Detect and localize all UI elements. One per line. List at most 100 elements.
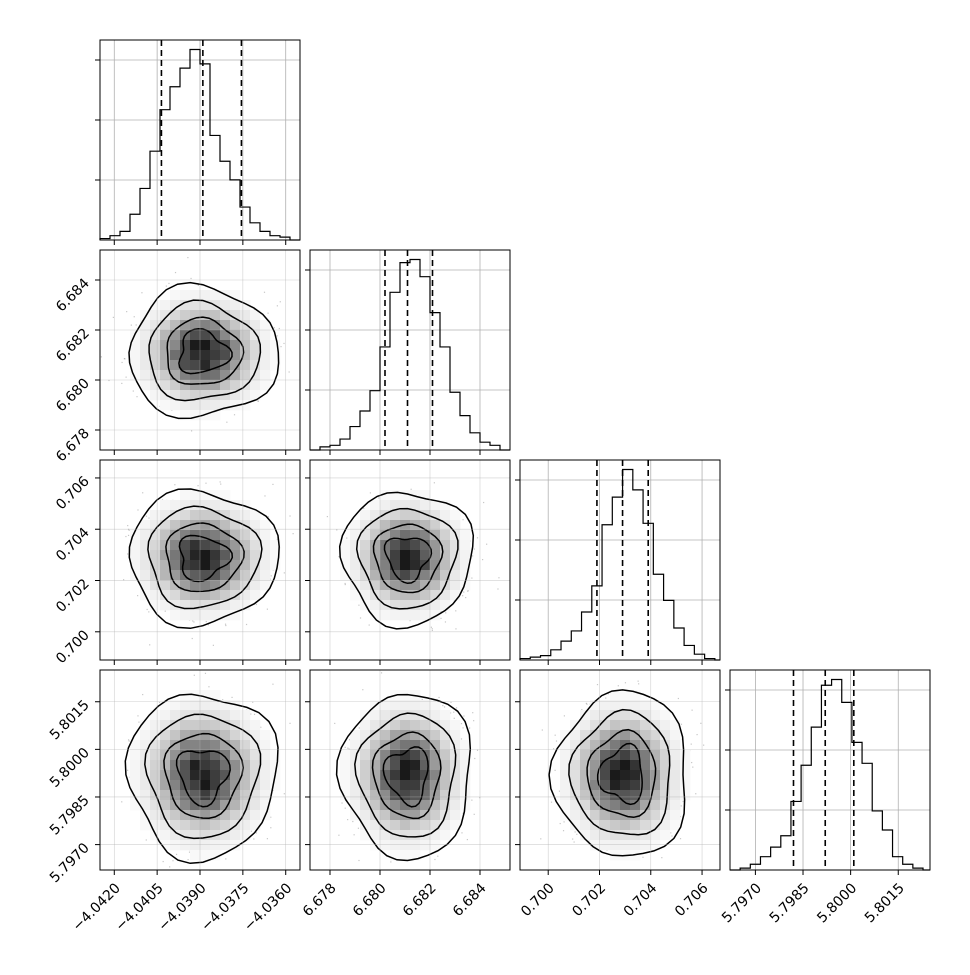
sample-point (166, 285, 167, 286)
sample-point (284, 572, 285, 573)
density-cell (160, 340, 170, 350)
density-cell (150, 590, 160, 600)
sample-point (121, 383, 122, 384)
density-cell (180, 340, 190, 350)
density-cell (160, 300, 170, 310)
density-cell (160, 390, 170, 400)
density-cell (210, 400, 220, 410)
histogram-panel-1 (95, 40, 300, 240)
sample-point (274, 327, 275, 328)
density-cell (200, 560, 210, 570)
density-cell (250, 540, 260, 550)
sample-point (264, 292, 265, 293)
sample-point (267, 609, 268, 610)
density-cell (210, 350, 220, 360)
density-cell (250, 380, 260, 390)
density-cell (240, 390, 250, 400)
density-cell (190, 370, 200, 380)
panel-content (100, 460, 320, 660)
density-cell (180, 380, 190, 390)
panel-content (100, 250, 300, 450)
density-cell (240, 510, 250, 520)
density-cell (160, 400, 170, 410)
density-cell (220, 320, 230, 330)
sample-point (220, 483, 221, 484)
sample-point (113, 317, 114, 318)
density-cell (260, 360, 270, 370)
sample-point (289, 515, 290, 516)
density-cell (140, 570, 150, 580)
density-panel-3-2 (310, 441, 510, 660)
density-cell (240, 310, 250, 320)
sample-point (128, 535, 129, 536)
density-cell (190, 290, 200, 300)
sample-point (193, 621, 194, 622)
density-cell (200, 340, 210, 350)
density-cell (200, 550, 210, 560)
density-cell (160, 380, 170, 390)
density-cell (190, 570, 200, 580)
density-cell (240, 370, 250, 380)
density-cell (210, 550, 220, 560)
sample-point (462, 595, 463, 596)
sample-point (272, 484, 273, 485)
density-cell (140, 370, 150, 380)
sample-point (205, 483, 206, 484)
density-cell (190, 560, 200, 570)
density-cell (150, 340, 160, 350)
sample-point (127, 525, 128, 526)
density-cell (160, 540, 170, 550)
sample-point (431, 627, 432, 628)
density-cell (190, 500, 200, 510)
density-cell (160, 500, 170, 510)
density-cell (230, 370, 240, 380)
density-cell (170, 560, 180, 570)
sample-point (197, 485, 198, 486)
sample-point (277, 335, 278, 336)
sample-point (165, 611, 166, 612)
sample-point (148, 611, 149, 612)
sample-point (345, 583, 346, 584)
density-panel-2-1 (100, 250, 300, 450)
density-cell (200, 380, 210, 390)
density-cell (260, 560, 270, 570)
density-cell (170, 550, 180, 560)
histogram-panel-3 (515, 460, 720, 660)
density-cell (260, 570, 270, 580)
density-cell (240, 550, 250, 560)
density-cell (170, 610, 180, 620)
density-cell (180, 540, 190, 550)
sample-point (234, 414, 235, 415)
density-cell (210, 370, 220, 380)
sample-point (471, 577, 472, 578)
density-cell (220, 520, 230, 530)
density-cell (160, 520, 170, 530)
sample-point (225, 624, 226, 625)
density-cell (140, 530, 150, 540)
density-cell (200, 360, 210, 370)
density-cell (140, 320, 150, 330)
sample-point (192, 620, 193, 621)
density-cell (220, 350, 230, 360)
sample-point (279, 328, 280, 329)
sample-point (432, 630, 433, 631)
sample-point (455, 610, 456, 611)
density-cell (240, 530, 250, 540)
sample-point (225, 625, 226, 626)
density-cell (220, 580, 230, 590)
density-cell (200, 540, 210, 550)
density-cell (170, 580, 180, 590)
density-cell (240, 570, 250, 580)
density-cell (260, 530, 270, 540)
density-cell (180, 610, 190, 620)
sample-point (268, 516, 269, 517)
density-cell (260, 370, 270, 380)
density-cell (260, 340, 270, 350)
density-cell (250, 550, 260, 560)
sample-point (256, 604, 257, 605)
density-cell (180, 400, 190, 410)
sample-point (363, 508, 364, 509)
density-cell (250, 580, 260, 590)
